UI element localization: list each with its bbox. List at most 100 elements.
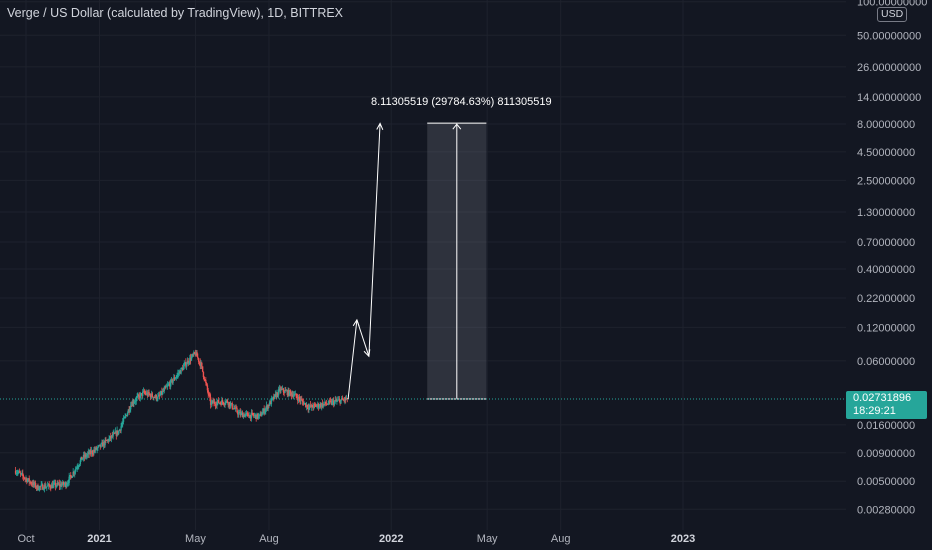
candle (244, 414, 246, 417)
candle (316, 404, 318, 409)
candle (56, 480, 58, 488)
projection-line[interactable] (347, 123, 381, 400)
candle (114, 427, 117, 434)
candle (283, 390, 285, 397)
candle (46, 481, 49, 487)
candle (70, 472, 72, 480)
candle (94, 446, 96, 453)
candle (77, 463, 79, 470)
candle (241, 411, 243, 416)
candle (327, 400, 329, 406)
candle (145, 389, 148, 396)
candle (99, 444, 102, 450)
candle (134, 399, 136, 404)
candle (217, 397, 220, 404)
candle (225, 399, 228, 403)
candle (237, 409, 240, 418)
candle (341, 395, 343, 401)
candle (187, 358, 189, 367)
candle (78, 463, 81, 467)
time-axis: Oct 2021 May Aug 2022 May Aug 2023 (17, 533, 695, 545)
candle (159, 390, 161, 397)
candle (205, 376, 207, 386)
candle (213, 399, 215, 404)
candle (90, 446, 92, 457)
candle (260, 410, 262, 417)
candle (313, 402, 315, 411)
candle (257, 413, 259, 420)
candle (193, 350, 195, 357)
candle (223, 402, 225, 408)
candle (120, 422, 122, 434)
candle (111, 432, 114, 439)
candle (35, 485, 38, 491)
candle (26, 477, 28, 485)
candle (122, 415, 125, 425)
candle (107, 438, 110, 444)
candle (334, 395, 337, 404)
candle (251, 409, 253, 416)
candle (291, 390, 293, 397)
candle (189, 353, 192, 365)
candle (23, 477, 26, 480)
candle (194, 349, 197, 357)
candle (245, 410, 248, 417)
candle (139, 391, 141, 402)
candle (221, 397, 224, 405)
candle (52, 480, 54, 489)
currency-badge[interactable]: USD (877, 7, 908, 22)
candle (207, 387, 209, 398)
candle (76, 464, 78, 473)
y-tick-label: 2.50000000 (857, 175, 915, 187)
y-tick-label: 0.12000000 (857, 322, 915, 334)
candle (161, 388, 164, 396)
candle (125, 413, 127, 418)
candle (112, 430, 114, 440)
y-tick-label: 4.50000000 (857, 147, 915, 159)
projection-arrowhead (376, 122, 384, 130)
x-tick-label: May (185, 533, 206, 545)
candle (259, 411, 261, 416)
candle (128, 405, 130, 415)
candle (87, 448, 90, 458)
candle (28, 475, 30, 486)
candle (321, 402, 323, 411)
candle (63, 481, 66, 487)
candle (228, 402, 230, 409)
candle (225, 400, 227, 406)
candle (26, 478, 29, 483)
last-price-tag: 0.02731896 18:29:21 (846, 391, 927, 419)
candle (58, 479, 61, 491)
candle (152, 396, 154, 401)
candle (281, 386, 283, 390)
candle (142, 387, 145, 393)
candle (97, 444, 99, 451)
candle (94, 446, 97, 454)
x-tick-label: May (477, 533, 498, 545)
candle (277, 392, 279, 398)
candle (34, 481, 36, 488)
candlestick-series (14, 349, 349, 493)
candle (190, 353, 193, 362)
candle (19, 470, 22, 478)
candle (339, 399, 341, 406)
candle (30, 480, 32, 486)
candle (217, 399, 219, 406)
candle (306, 404, 309, 410)
candle (250, 409, 253, 422)
candle (145, 391, 147, 396)
y-tick-label: 8.00000000 (857, 119, 915, 131)
candle (226, 398, 229, 404)
candle (297, 394, 300, 404)
candle (266, 404, 269, 411)
candle (269, 399, 271, 407)
x-tick-label: 2022 (379, 533, 403, 545)
candle (286, 389, 289, 397)
candle (166, 381, 169, 390)
candle (27, 478, 30, 482)
candle (53, 479, 55, 489)
candle (255, 414, 257, 422)
candle (335, 396, 337, 402)
candle (20, 472, 22, 476)
